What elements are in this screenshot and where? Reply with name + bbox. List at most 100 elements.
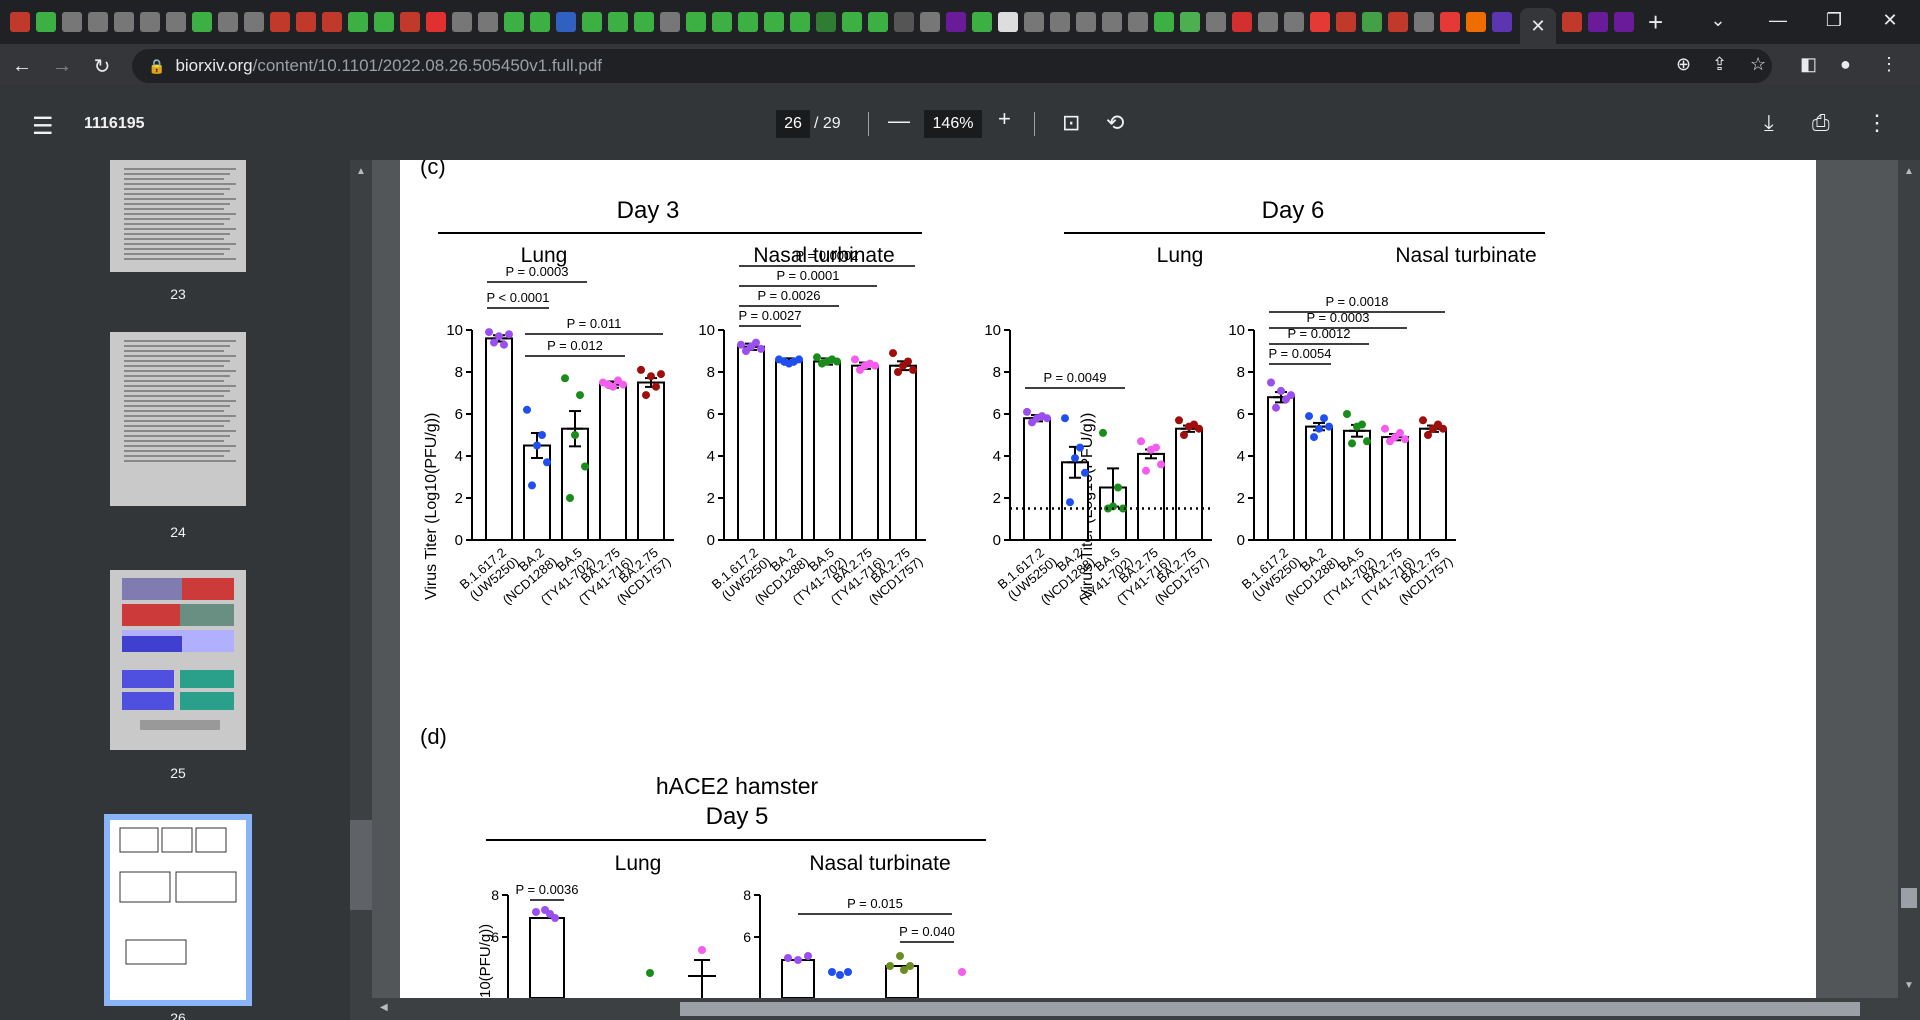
browser-tab-favicon-icon[interactable]: [112, 10, 136, 34]
browser-tab-favicon-icon[interactable]: [1560, 10, 1584, 34]
active-tab-close-icon[interactable]: ✕: [1520, 8, 1556, 44]
browser-tab-favicon-icon[interactable]: [814, 10, 838, 34]
browser-tab-favicon-icon[interactable]: [138, 10, 162, 34]
menu-kebab-icon[interactable]: ⋮: [1880, 54, 1898, 74]
browser-tab-favicon-icon[interactable]: [60, 10, 84, 34]
browser-tab-favicon-icon[interactable]: [1048, 10, 1072, 34]
browser-tab-favicon-icon[interactable]: [528, 10, 552, 34]
forward-icon[interactable]: →: [52, 54, 72, 77]
print-icon[interactable]: ⎙: [1812, 110, 1830, 135]
browser-tab-favicon-icon[interactable]: [34, 10, 58, 34]
horizontal-scrollbar[interactable]: ◀: [350, 998, 1898, 1020]
browser-tab-favicon-icon[interactable]: [996, 10, 1020, 34]
download-icon[interactable]: ⤓: [1764, 110, 1774, 135]
zoom-level-input[interactable]: 146%: [924, 110, 982, 138]
zoom-in-button[interactable]: +: [998, 106, 1011, 131]
browser-tab-favicon-icon[interactable]: [658, 10, 682, 34]
browser-tab-favicon-icon[interactable]: [970, 10, 994, 34]
browser-tab-favicon-icon[interactable]: [1022, 10, 1046, 34]
browser-tab-favicon-icon[interactable]: [788, 10, 812, 34]
browser-tab-favicon-icon[interactable]: [242, 10, 266, 34]
browser-tab-favicon-icon[interactable]: [866, 10, 890, 34]
more-actions-icon[interactable]: ⋮: [1866, 110, 1888, 135]
page-number-input[interactable]: 26: [776, 110, 810, 138]
reload-icon[interactable]: ↻: [93, 55, 111, 78]
data-point: [1343, 410, 1351, 418]
browser-tab-favicon-icon[interactable]: [580, 10, 604, 34]
restore-icon[interactable]: ❐: [1825, 9, 1843, 30]
browser-tab-favicon-icon[interactable]: [554, 10, 578, 34]
browser-tab-favicon-icon[interactable]: [1100, 10, 1124, 34]
browser-tab-favicon-icon[interactable]: [1438, 10, 1462, 34]
side-panel-icon[interactable]: ◧: [1800, 54, 1818, 74]
browser-tab-favicon-icon[interactable]: [424, 10, 448, 34]
browser-tab-favicon-icon[interactable]: [632, 10, 656, 34]
browser-tab-favicon-icon[interactable]: [372, 10, 396, 34]
browser-tab-favicon-icon[interactable]: [268, 10, 292, 34]
vertical-scrollbar[interactable]: ▲ ▼: [1898, 160, 1920, 1020]
browser-tab-favicon-icon[interactable]: [346, 10, 370, 34]
browser-tab-favicon-icon[interactable]: [476, 10, 500, 34]
browser-tab-favicon-icon[interactable]: [944, 10, 968, 34]
browser-tab-favicon-icon[interactable]: [1126, 10, 1150, 34]
browser-tab-favicon-icon[interactable]: [1152, 10, 1176, 34]
browser-tab-favicon-icon[interactable]: [1204, 10, 1228, 34]
browser-tab-favicon-icon[interactable]: [86, 10, 110, 34]
browser-tab-favicon-icon[interactable]: [1334, 10, 1358, 34]
day6-title: Day 6: [1262, 197, 1325, 224]
thumbnail-page-25[interactable]: [110, 570, 246, 750]
browser-tab-favicon-icon[interactable]: [164, 10, 188, 34]
browser-tab-favicon-icon[interactable]: [1230, 10, 1254, 34]
browser-tab-favicon-icon[interactable]: [1586, 10, 1610, 34]
bookmark-star-icon[interactable]: ☆: [1750, 54, 1767, 74]
browser-tab-favicon-icon[interactable]: [8, 10, 32, 34]
address-bar[interactable]: 🔒 biorxiv.org/content/10.1101/2022.08.26…: [132, 49, 1772, 83]
browser-tab-favicon-icon[interactable]: [502, 10, 526, 34]
thumbnail-page-24[interactable]: [110, 332, 246, 506]
browser-tab-favicon-icon[interactable]: [1612, 10, 1636, 34]
browser-tab-favicon-icon[interactable]: [918, 10, 942, 34]
p-value-label: P = 0.0027: [738, 308, 801, 323]
browser-tab-favicon-icon[interactable]: [190, 10, 214, 34]
browser-tab-favicon-icon[interactable]: [1412, 10, 1436, 34]
data-point: [757, 344, 765, 353]
browser-tab-favicon-icon[interactable]: [736, 10, 760, 34]
browser-tab-favicon-icon[interactable]: [1178, 10, 1202, 34]
favicon-icon: [1562, 12, 1582, 32]
close-window-icon[interactable]: ✕: [1882, 9, 1898, 30]
browser-tab-favicon-icon[interactable]: [762, 10, 786, 34]
y-tick-label: 0: [707, 532, 715, 549]
left-scrollbar[interactable]: ▲: [350, 160, 372, 998]
zoom-out-button[interactable]: —: [888, 108, 910, 133]
profile-icon[interactable]: ●: [1840, 54, 1851, 74]
thumbnail-page-23[interactable]: [110, 160, 246, 272]
browser-tab-favicon-icon[interactable]: [1490, 10, 1514, 34]
browser-tab-favicon-icon[interactable]: [1282, 10, 1306, 34]
fit-page-icon[interactable]: ⊡: [1062, 110, 1081, 135]
browser-tab-favicon-icon[interactable]: [1360, 10, 1384, 34]
browser-tab-favicon-icon[interactable]: [710, 10, 734, 34]
browser-tab-favicon-icon[interactable]: [216, 10, 240, 34]
hamburger-menu-icon[interactable]: ☰: [32, 113, 54, 140]
zoom-icon[interactable]: ⊕: [1676, 54, 1692, 74]
tab-search-icon[interactable]: ⌄: [1710, 9, 1726, 30]
thumbnail-page-26[interactable]: [104, 814, 252, 1006]
browser-tab-favicon-icon[interactable]: [1464, 10, 1488, 34]
browser-tab-favicon-icon[interactable]: [398, 10, 422, 34]
rotate-icon[interactable]: ⟲: [1106, 110, 1125, 135]
browser-tab-favicon-icon[interactable]: [1256, 10, 1280, 34]
browser-tab-favicon-icon[interactable]: [892, 10, 916, 34]
browser-tab-favicon-icon[interactable]: [840, 10, 864, 34]
back-icon[interactable]: ←: [12, 54, 32, 77]
share-icon[interactable]: ⇪: [1712, 54, 1728, 74]
browser-tab-favicon-icon[interactable]: [450, 10, 474, 34]
browser-tab-favicon-icon[interactable]: [320, 10, 344, 34]
browser-tab-favicon-icon[interactable]: [606, 10, 630, 34]
browser-tab-favicon-icon[interactable]: [684, 10, 708, 34]
browser-tab-favicon-icon[interactable]: [294, 10, 318, 34]
browser-tab-favicon-icon[interactable]: [1308, 10, 1332, 34]
minimize-icon[interactable]: —: [1769, 9, 1787, 30]
browser-tab-favicon-icon[interactable]: [1074, 10, 1098, 34]
browser-tab-favicon-icon[interactable]: [1386, 10, 1410, 34]
new-tab-button[interactable]: +: [1648, 6, 1664, 37]
